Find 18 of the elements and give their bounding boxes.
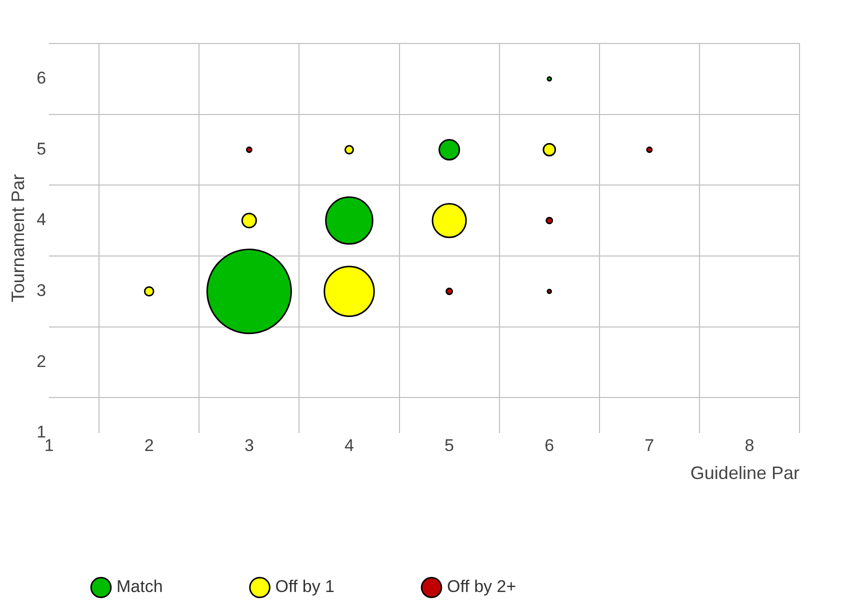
- y-tick-label: 3: [36, 281, 46, 300]
- y-tick-label: 6: [36, 68, 46, 88]
- y-tick-label: 1: [36, 422, 46, 442]
- legend-label: Off by 1: [275, 577, 335, 596]
- x-tick-label: 8: [744, 436, 754, 455]
- y-tick-label: 5: [36, 139, 46, 158]
- x-tick-label: 3: [244, 436, 254, 455]
- x-tick-label: 7: [644, 436, 654, 455]
- legend-label: Match: [116, 577, 163, 596]
- legend-label: Off by 2+: [447, 577, 516, 596]
- x-tick-label: 6: [544, 436, 554, 455]
- y-tick-label: 4: [36, 210, 46, 230]
- x-axis-title: Guideline Par: [690, 463, 800, 484]
- x-tick-label: 2: [144, 436, 154, 455]
- x-tick-label: 5: [444, 436, 454, 455]
- y-axis-title: Tournament Par: [8, 174, 28, 302]
- x-tick-label: 4: [344, 436, 354, 455]
- y-tick-label: 2: [36, 352, 46, 371]
